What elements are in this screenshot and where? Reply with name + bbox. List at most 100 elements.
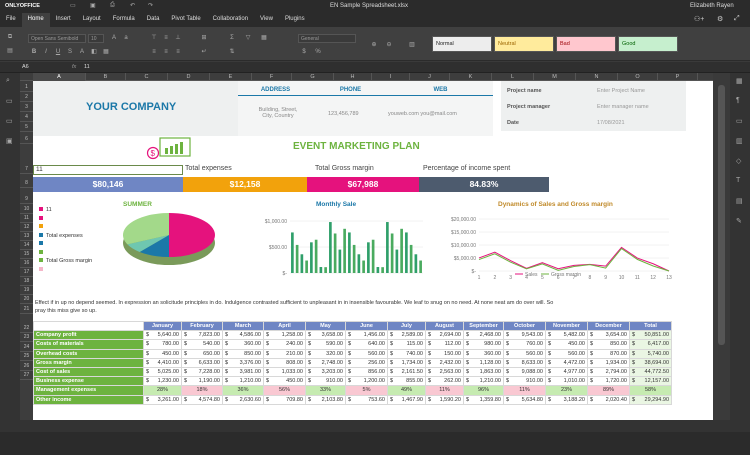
menu-view[interactable]: View [260, 16, 273, 22]
row-header-2[interactable]: 2 [20, 93, 33, 102]
table-cell[interactable]: $29,294.90 [629, 394, 672, 405]
user-name[interactable]: Elizabeth Rayen [690, 3, 734, 9]
table-cell[interactable]: $2,694.00 [425, 330, 464, 341]
table-cell[interactable]: $2,432.00 [425, 357, 464, 368]
chat-icon[interactable]: ▭ [6, 118, 13, 125]
table-cell[interactable]: $3,376.00 [222, 357, 264, 368]
table-cell[interactable]: 28% [143, 385, 182, 396]
table-cell[interactable]: $590.00 [305, 339, 346, 350]
table-cell[interactable]: $210.00 [263, 348, 306, 359]
fx-icon[interactable]: fx [72, 64, 77, 70]
table-cell[interactable]: $5,025.00 [143, 366, 182, 378]
add-user-icon[interactable]: ⚇+ [694, 16, 705, 23]
align-bottom-icon[interactable]: ⊥ [175, 35, 181, 41]
table-cell[interactable]: $360.00 [463, 348, 504, 359]
month-header[interactable]: August [425, 320, 464, 332]
table-cell[interactable]: $5,482.00 [545, 330, 588, 341]
table-cell[interactable]: $360.00 [222, 339, 264, 350]
month-header[interactable]: May [305, 320, 346, 332]
font-size-select[interactable]: 10 [88, 34, 104, 43]
insert-function-icon[interactable]: Σ [230, 35, 234, 41]
column-header-h[interactable]: H [334, 73, 372, 81]
column-header-l[interactable]: L [492, 73, 534, 81]
align-left-icon[interactable]: ≡ [152, 49, 156, 55]
column-header-n[interactable]: N [576, 73, 618, 81]
month-header[interactable]: February [181, 320, 223, 332]
menu-collaboration[interactable]: Collaboration [212, 16, 249, 22]
project-manager-value[interactable]: Enter manager name [597, 104, 649, 110]
month-header[interactable]: July [387, 320, 426, 332]
table-cell[interactable]: $1,190.00 [181, 376, 223, 387]
undo-icon[interactable]: ↶ [130, 3, 136, 9]
table-cell[interactable]: $9,088.00 [503, 366, 546, 378]
table-cell[interactable]: $150.00 [425, 348, 464, 359]
table-cell[interactable]: $2,468.00 [463, 330, 504, 341]
menu-formula[interactable]: Formula [112, 16, 135, 22]
insert-cells-icon[interactable]: ⊕ [371, 42, 377, 48]
table-cell[interactable]: $320.00 [305, 348, 346, 359]
table-cell[interactable]: $3,981.00 [222, 366, 264, 378]
table-cell[interactable]: $740.00 [387, 348, 426, 359]
cell-settings-icon[interactable]: ▦ [736, 78, 743, 85]
row-header-5[interactable]: 5 [20, 123, 33, 132]
style-neutral[interactable]: Neutral [494, 36, 554, 52]
row-header-9[interactable]: 9 [20, 195, 33, 204]
table-cell[interactable]: $1,590.20 [425, 394, 464, 405]
table-template-icon[interactable]: ▦ [261, 35, 267, 41]
number-format-select[interactable]: General [298, 34, 356, 43]
accounting-icon[interactable]: $ [302, 49, 306, 55]
search-icon[interactable]: ⌕ [6, 77, 10, 84]
style-normal[interactable]: Normal [432, 36, 492, 52]
column-header-k[interactable]: K [450, 73, 492, 81]
table-cell[interactable]: $808.00 [263, 357, 306, 368]
table-cell[interactable]: $2,103.80 [305, 394, 346, 405]
table-cell[interactable]: 96% [463, 385, 504, 396]
month-header[interactable]: December [587, 320, 630, 332]
spreadsheet-grid[interactable]: YOUR COMPANY ADDRESS PHONE WEB Building,… [33, 81, 713, 420]
table-cell[interactable]: $9,543.00 [503, 330, 546, 341]
table-cell[interactable]: $262.00 [425, 376, 464, 387]
row-label[interactable]: Cost of sales [33, 366, 144, 378]
italic-icon[interactable]: I [45, 49, 47, 55]
column-header-a[interactable]: A [33, 73, 86, 81]
table-cell[interactable]: $1,359.80 [463, 394, 504, 405]
table-cell[interactable]: $5,634.80 [503, 394, 546, 405]
table-cell[interactable]: $753.60 [345, 394, 388, 405]
table-cell[interactable]: $855.00 [387, 376, 426, 387]
table-cell[interactable]: $910.00 [305, 376, 346, 387]
row-header-26[interactable]: 26 [20, 362, 33, 371]
table-cell[interactable]: $6,417.00 [629, 339, 672, 350]
table-cell[interactable]: $1,258.00 [263, 330, 306, 341]
wrap-text-icon[interactable]: ↵ [201, 49, 207, 55]
table-cell[interactable]: $5,740.00 [629, 348, 672, 359]
menu-layout[interactable]: Layout [82, 16, 101, 22]
column-header-b[interactable]: B [86, 73, 126, 81]
row-header-20[interactable]: 20 [20, 295, 33, 304]
table-cell[interactable]: 11% [425, 385, 464, 396]
table-cell[interactable]: 18% [181, 385, 223, 396]
row-header-13[interactable]: 13 [20, 232, 33, 241]
table-cell[interactable]: $2,020.40 [587, 394, 630, 405]
print-icon[interactable]: ⎙ [110, 2, 115, 8]
underline-icon[interactable]: U [55, 49, 61, 55]
decrease-font-icon[interactable]: a [124, 35, 128, 41]
table-cell[interactable]: $1,734.00 [387, 357, 426, 368]
table-cell[interactable]: $450.00 [545, 339, 588, 350]
row-label[interactable]: Management expenses [33, 385, 144, 396]
column-header-f[interactable]: F [252, 73, 292, 81]
fill-color-icon[interactable]: ◧ [91, 49, 97, 55]
row-label[interactable]: Other income [33, 394, 144, 405]
borders-icon[interactable]: ▦ [103, 49, 109, 55]
conditional-format-icon[interactable]: ▥ [409, 42, 415, 48]
merge-icon[interactable]: ⊞ [201, 35, 207, 41]
row-label[interactable]: Overhead costs [33, 348, 144, 359]
table-cell[interactable]: $1,456.00 [345, 330, 388, 341]
table-cell[interactable]: $3,203.00 [305, 366, 346, 378]
table-cell[interactable]: $2,161.50 [387, 366, 426, 378]
bold-icon[interactable]: B [31, 49, 37, 55]
table-cell[interactable]: $3,654.00 [587, 330, 630, 341]
table-cell[interactable]: $3,658.00 [305, 330, 346, 341]
paste-icon[interactable]: ▤ [7, 48, 13, 54]
table-cell[interactable]: $870.00 [587, 348, 630, 359]
table-cell[interactable]: $4,410.00 [143, 357, 182, 368]
